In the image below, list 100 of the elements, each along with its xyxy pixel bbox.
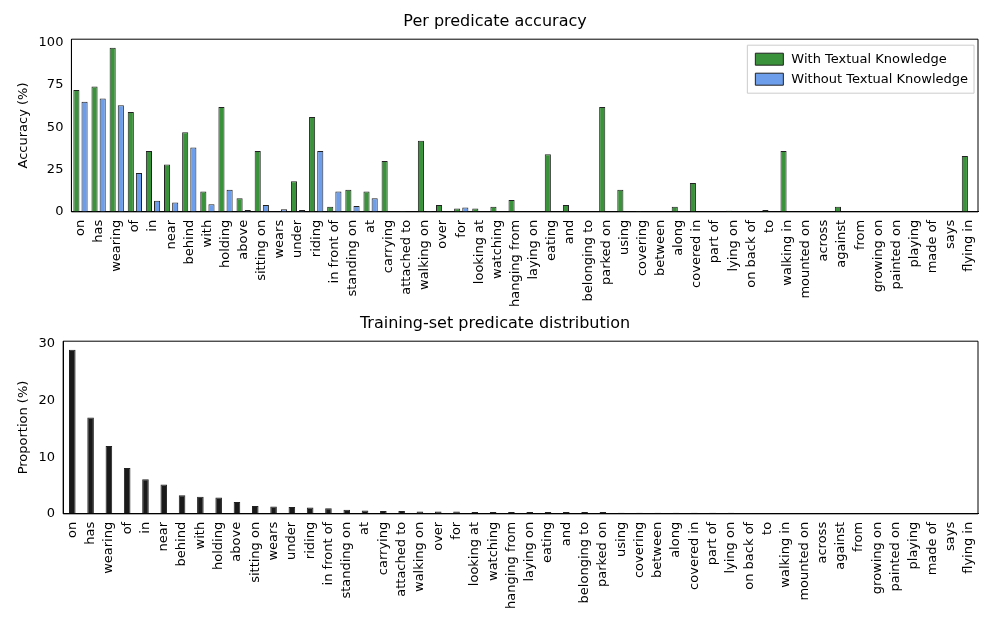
x-tick-label: wears xyxy=(271,219,287,259)
x-tick-label: in front of xyxy=(319,521,335,586)
y-tick-label: 75 xyxy=(46,76,64,92)
x-tick-label: walking in xyxy=(777,521,793,588)
x-tick-label: between xyxy=(652,219,668,277)
y-tick-label: 20 xyxy=(38,392,56,407)
x-tick-label: against xyxy=(832,521,848,570)
y-axis-title: Proportion (%) xyxy=(15,380,31,475)
y-tick-label: 10 xyxy=(38,448,56,464)
y-tick-label: 50 xyxy=(46,118,64,134)
x-tick-label: using xyxy=(615,219,631,255)
x-tick-label: has xyxy=(89,219,105,243)
y-tick-label: 25 xyxy=(46,160,64,176)
x-tick-label: carrying xyxy=(374,521,390,576)
x-tick-label: playing xyxy=(905,521,921,570)
x-tick-label: laying on xyxy=(521,521,537,582)
x-tick-label: behind xyxy=(173,521,189,567)
x-tick-label: covered in xyxy=(685,521,701,590)
x-tick-label: walking on xyxy=(416,219,432,290)
x-tick-label: on back of xyxy=(740,521,756,590)
x-tick-label: with xyxy=(198,219,214,248)
x-tick-label: hanging from xyxy=(502,521,518,609)
x-tick-label: sitting on xyxy=(246,521,262,583)
y-axis-title: Accuracy (%) xyxy=(15,82,31,169)
x-tick-label: playing xyxy=(905,219,921,268)
x-tick-label: with xyxy=(191,521,207,550)
x-tick-label: riding xyxy=(307,219,323,258)
x-tick-label: over xyxy=(429,521,445,551)
x-tick-label: wears xyxy=(264,521,280,561)
x-tick-label: along xyxy=(667,521,683,558)
x-tick-label: parked on xyxy=(594,521,610,588)
x-tick-label: part of xyxy=(704,521,720,566)
x-tick-label: walking in xyxy=(778,219,794,286)
x-tick-label: on back of xyxy=(742,219,758,288)
legend-label: With Textual Knowledge xyxy=(791,50,947,66)
x-tick-label: across xyxy=(815,219,831,262)
x-tick-label: looking at xyxy=(470,219,486,285)
x-tick-label: behind xyxy=(180,219,196,265)
x-tick-label: flying in xyxy=(960,219,976,272)
x-tick-label: under xyxy=(289,219,305,258)
x-tick-label: part of xyxy=(706,219,722,264)
x-tick-label: at xyxy=(356,521,372,535)
x-tick-label: near xyxy=(162,219,178,250)
y-tick-label: 30 xyxy=(38,335,56,351)
x-tick-label: eating xyxy=(543,219,559,261)
x-tick-label: covering xyxy=(633,219,649,277)
x-tick-label: watching xyxy=(488,219,504,279)
x-tick-label: watching xyxy=(484,521,500,581)
x-tick-label: holding xyxy=(216,219,232,268)
x-tick-label: walking on xyxy=(411,521,427,592)
x-tick-label: standing on xyxy=(343,219,359,297)
x-tick-label: belonging to xyxy=(579,219,595,302)
x-tick-label: and xyxy=(557,521,573,547)
x-tick-label: mounted on xyxy=(797,219,813,299)
x-tick-label: for xyxy=(447,521,463,540)
x-tick-label: above xyxy=(228,521,244,562)
x-tick-label: over xyxy=(434,219,450,249)
x-tick-label: laying on xyxy=(525,219,541,280)
x-tick-label: in front of xyxy=(325,219,341,284)
legend-label: Without Textual Knowledge xyxy=(791,70,969,86)
x-tick-label: between xyxy=(649,521,665,579)
x-tick-label: under xyxy=(283,521,299,560)
x-tick-label: to xyxy=(760,219,776,233)
y-tick-label: 100 xyxy=(38,33,64,49)
x-tick-label: made of xyxy=(924,219,940,274)
x-tick-label: and xyxy=(561,219,577,245)
x-tick-label: from xyxy=(850,521,866,553)
x-tick-label: hanging from xyxy=(507,219,523,307)
x-tick-label: standing on xyxy=(338,521,354,599)
x-tick-label: says xyxy=(941,521,957,552)
chart-title: Per predicate accuracy xyxy=(403,10,587,30)
x-tick-label: eating xyxy=(539,521,555,563)
x-tick-label: wearing xyxy=(108,219,124,272)
x-tick-label: covering xyxy=(630,521,646,579)
x-tick-label: wearing xyxy=(100,521,116,574)
x-tick-label: riding xyxy=(301,521,317,560)
x-tick-label: growing on xyxy=(868,521,884,595)
x-tick-label: sitting on xyxy=(253,219,269,281)
x-tick-label: lying on xyxy=(722,521,738,574)
x-tick-label: parked on xyxy=(597,219,613,286)
x-tick-label: flying in xyxy=(960,521,976,574)
x-tick-label: from xyxy=(851,219,867,251)
x-tick-label: mounted on xyxy=(795,521,811,601)
x-tick-label: made of xyxy=(923,521,939,576)
x-tick-label: holding xyxy=(210,521,226,570)
x-tick-label: covered in xyxy=(688,219,704,288)
x-tick-label: against xyxy=(833,219,849,268)
y-tick-label: 0 xyxy=(55,203,64,219)
x-tick-label: near xyxy=(155,521,171,552)
x-tick-label: growing on xyxy=(869,219,885,293)
x-tick-label: attached to xyxy=(393,521,409,597)
x-tick-label: lying on xyxy=(724,219,740,272)
x-tick-label: belonging to xyxy=(575,521,591,604)
x-tick-label: at xyxy=(361,219,377,233)
x-tick-label: across xyxy=(813,521,829,564)
x-tick-label: on xyxy=(71,219,87,237)
x-tick-label: on xyxy=(63,521,79,539)
x-tick-label: painted on xyxy=(887,219,903,290)
x-tick-label: looking at xyxy=(466,521,482,587)
x-tick-label: in xyxy=(136,521,152,534)
